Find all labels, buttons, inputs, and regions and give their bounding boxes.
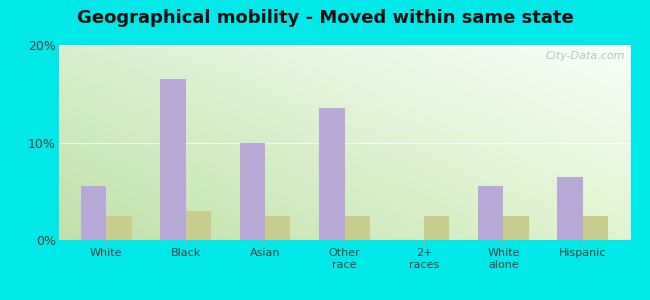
Bar (503, 216, 529, 240)
Bar (344, 216, 370, 240)
Bar (160, 79, 186, 240)
Bar (240, 142, 265, 240)
Text: City-Data.com: City-Data.com (545, 51, 625, 61)
Bar (558, 177, 583, 240)
Bar (106, 216, 131, 240)
Bar (81, 186, 106, 240)
Bar (265, 216, 291, 240)
Bar (186, 211, 211, 240)
Text: Geographical mobility - Moved within same state: Geographical mobility - Moved within sam… (77, 9, 573, 27)
Bar (319, 108, 344, 240)
Bar (424, 216, 449, 240)
Bar (478, 186, 503, 240)
Bar (583, 216, 608, 240)
